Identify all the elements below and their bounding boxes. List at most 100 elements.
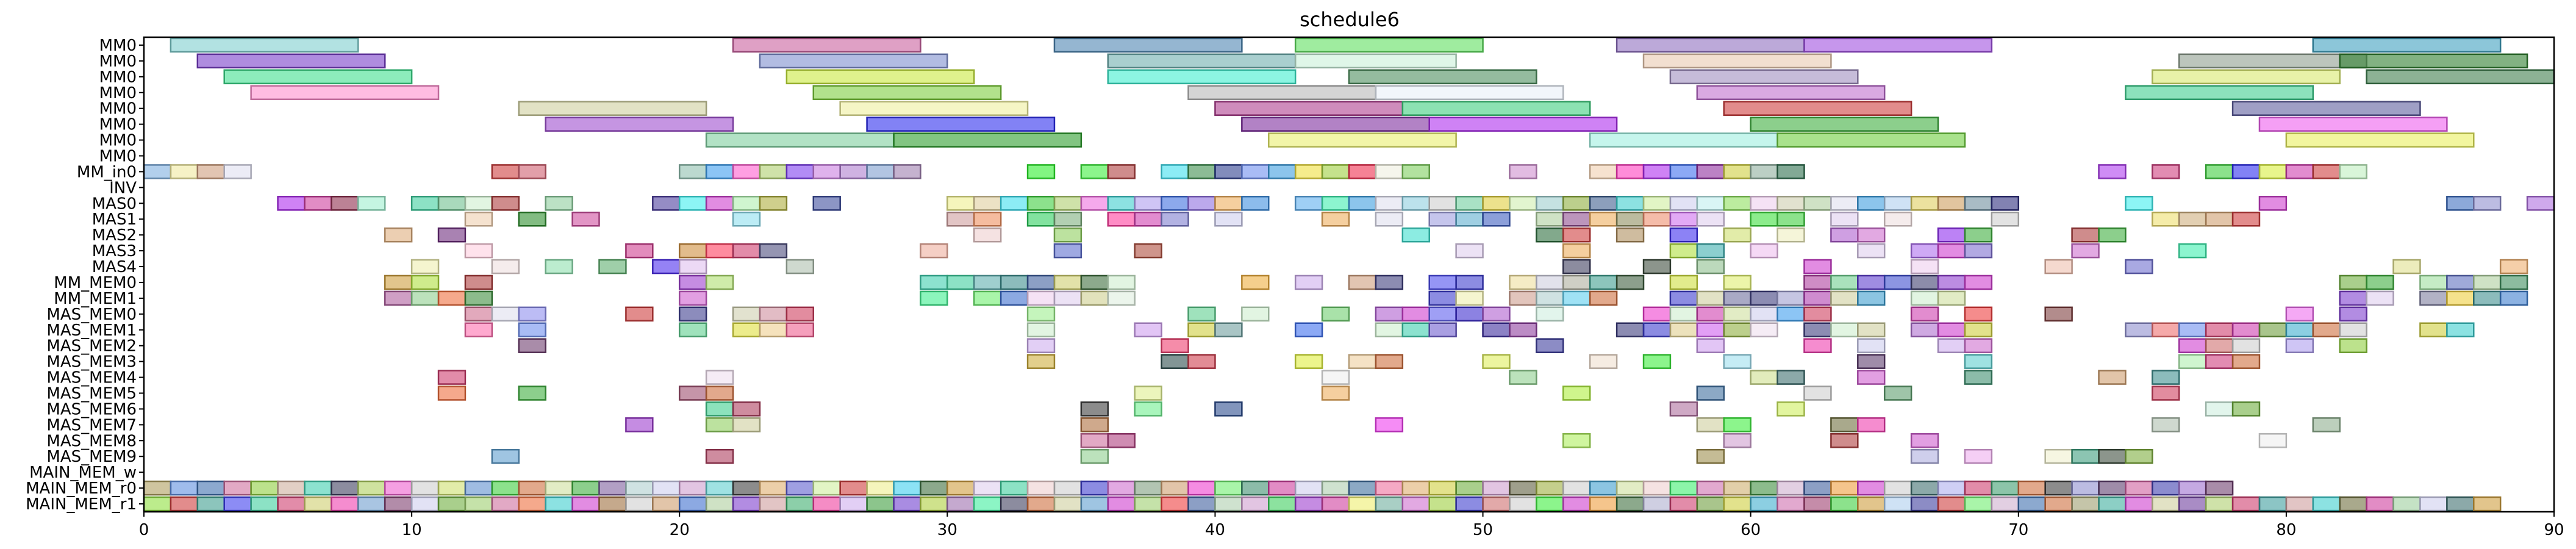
task-bar-333 [1910,306,1939,322]
task-bar-254 [1509,274,1537,290]
task-bar-472 [357,480,386,496]
task-bar-303 [2366,290,2394,306]
task-bar-288 [1509,290,1537,306]
task-bar-451 [1830,433,1859,448]
task-bar-504 [1214,480,1243,496]
task-bar-327 [1669,306,1698,322]
y-tick-label: MAS_MEM3 [46,353,137,371]
task-bar-313 [732,306,761,322]
task-bar-241 [946,274,975,290]
task-bar-98 [545,196,573,211]
task-bar-467 [223,480,252,496]
task-bar-412 [1857,370,1886,385]
task-bar-555 [491,496,520,512]
task-bar-577 [1080,496,1109,512]
task-bar-57 [839,164,868,179]
task-bar-441 [1696,417,1725,432]
task-bar-578 [1107,496,1136,512]
task-bar-495 [973,480,1002,496]
task-bar-113 [1161,196,1189,211]
y-tick-label: MM0 [99,148,137,166]
task-bar-166 [1536,211,1564,227]
task-bar-315 [785,306,815,322]
task-bar-293 [1696,290,1725,306]
task-bar-508 [1321,480,1350,496]
task-bar-370 [2231,322,2261,338]
task-bar-306 [2473,290,2502,306]
task-bar-491 [866,480,895,496]
task-bar-583 [1241,496,1270,512]
task-bar-383 [1857,338,1886,353]
task-bar-474 [410,480,440,496]
task-bar-549 [331,496,359,512]
task-bar-347 [1214,322,1243,338]
task-bar-121 [1401,196,1430,211]
task-bar-67 [1268,164,1297,179]
task-bar-133 [1723,196,1751,211]
task-bar-244 [1026,274,1056,290]
task-bar-457 [1696,448,1725,464]
task-bar-610 [1964,496,1993,512]
task-bar-34 [866,117,1056,132]
task-bar-213 [1857,243,1886,259]
task-bar-100 [678,196,707,211]
task-bar-262 [1830,274,1859,290]
task-bar-237 [464,274,493,290]
task-bar-600 [1696,496,1725,512]
y-tick-label: MAS_MEM6 [46,400,137,418]
task-bar-470 [304,480,332,496]
task-bar-318 [1241,306,1270,322]
task-bar-187 [1536,227,1564,243]
task-bar-321 [1401,306,1430,322]
task-bar-276 [437,290,467,306]
task-bar-422 [1562,386,1591,401]
x-axis: 0 10 20 30 40 50 60 70 80 90 [139,512,2564,539]
task-bar-322 [1428,306,1457,322]
task-bar-233 [2392,259,2421,274]
task-bar-512 [1428,480,1457,496]
task-bar-4 [1615,37,1805,53]
task-bar-563 [705,496,734,512]
task-bar-164 [1455,211,1484,227]
task-bar-349 [1375,322,1404,338]
task-bar-489 [812,480,841,496]
task-bar-287 [1455,290,1484,306]
task-bar-56 [812,164,841,179]
task-bar-479 [545,480,573,496]
task-bar-584 [1268,496,1297,512]
y-tick-label: MM0 [99,132,137,150]
task-bar-203 [732,243,761,259]
task-bar-258 [1615,274,1645,290]
task-bar-453 [2258,433,2288,448]
task-bar-456 [1080,448,1109,464]
task-bar-291 [1589,290,1618,306]
task-bar-179 [2178,211,2207,227]
task-bar-548 [304,496,332,512]
task-bar-595 [1562,496,1591,512]
task-bar-438 [732,417,761,432]
task-bar-137 [1830,196,1859,211]
task-bar-94 [410,196,440,211]
task-bar-371 [2258,322,2288,338]
task-bar-478 [518,480,546,496]
task-bar-423 [1696,386,1725,401]
task-bar-185 [1053,227,1082,243]
task-bar-220 [491,259,520,274]
task-bar-428 [732,401,761,417]
task-bar-2 [1053,37,1243,53]
task-bar-161 [1321,211,1350,227]
task-bar-159 [1161,211,1189,227]
task-bar-272 [2473,274,2502,290]
task-bar-84 [2205,164,2234,179]
task-bar-275 [410,290,440,306]
task-bar-252 [1428,274,1457,290]
task-bar-528 [1857,480,1886,496]
task-bar-621 [2258,496,2288,512]
task-bar-404 [2205,354,2234,369]
task-bar-149 [464,211,493,227]
task-bar-480 [571,480,600,496]
task-bar-382 [1803,338,1832,353]
task-bar-242 [973,274,1002,290]
task-bar-41 [1268,132,1457,148]
task-bar-587 [1348,496,1377,512]
